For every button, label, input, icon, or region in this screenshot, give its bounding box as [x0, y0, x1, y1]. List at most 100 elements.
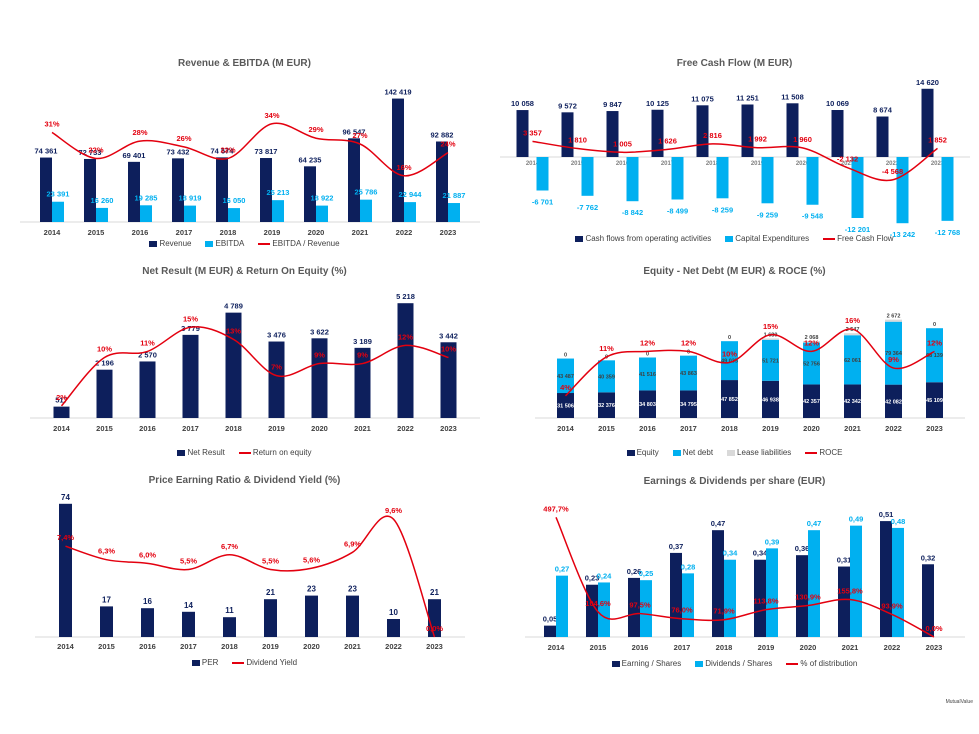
data-label: 2 196 [95, 359, 114, 368]
x-tick-label: 2017 [182, 424, 199, 433]
data-label: 21 [430, 588, 439, 597]
data-label: -9 259 [757, 210, 778, 219]
bar [766, 548, 778, 637]
legend-line-swatch [786, 663, 799, 666]
data-label: 0,34 [723, 549, 738, 558]
stacked-bar-segment [557, 358, 574, 394]
bar [741, 104, 754, 157]
line-data-label: 497,7% [543, 504, 569, 513]
series-line [51, 122, 449, 177]
bar [440, 342, 457, 418]
data-label: 0 [687, 350, 690, 356]
line-data-label: 104,6% [585, 599, 611, 608]
data-label: 43 487 [557, 374, 574, 380]
x-tick-label: 2016 [139, 424, 156, 433]
legend-swatch [191, 660, 200, 667]
legend-label: Revenue [159, 239, 192, 249]
line-data-label: 9% [888, 355, 899, 364]
chart-legend: PER Dividend Yield [0, 658, 489, 667]
x-tick-label: 2021 [354, 424, 371, 433]
bar [536, 157, 549, 191]
data-label: 0,28 [681, 562, 696, 571]
bar [561, 112, 574, 157]
x-tick-label: 2021 [841, 161, 855, 167]
legend-swatch [149, 241, 158, 248]
chart-legend: Net Result Return on equity [0, 448, 489, 457]
data-label: 0,25 [639, 569, 654, 578]
bar [264, 599, 277, 637]
line-data-label: 10% [441, 345, 456, 354]
x-tick-label: 2014 [526, 161, 540, 167]
data-label: 10 [389, 608, 398, 617]
x-tick-label: 2022 [886, 161, 900, 167]
line-data-label: 16% [845, 316, 860, 325]
line-data-label: 29% [308, 125, 323, 134]
chart-plot: 2014 2015 2016 2017 2018 2019 2020 2021 2022 2023… [535, 314, 965, 433]
data-label: 96 547 [343, 127, 366, 136]
legend-label: Dividend Yield [246, 658, 298, 668]
stacked-bar-segment [557, 393, 574, 418]
data-label: 64 235 [299, 155, 322, 164]
bar [304, 166, 316, 222]
x-tick-label: 2018 [221, 642, 238, 651]
data-label: 0 [646, 351, 649, 357]
x-tick-label: 2016 [632, 643, 649, 652]
data-label: 8 674 [873, 106, 893, 115]
bar [626, 157, 639, 202]
bar [796, 555, 808, 637]
x-tick-label: 2014 [53, 424, 71, 433]
line-data-label: 6,7% [221, 542, 238, 551]
bar [606, 111, 619, 157]
data-label: 62 061 [844, 358, 861, 364]
bar [216, 157, 228, 222]
bar [921, 88, 934, 157]
bar [140, 205, 152, 222]
data-label: 72 733 [79, 148, 102, 157]
data-label: 31 506 [557, 404, 574, 410]
line-data-label: 11% [599, 344, 614, 353]
legend-label: EBITDA / Revenue [272, 239, 340, 249]
bar [172, 158, 184, 222]
chart-legend: Earning / Shares Dividends / Shares % of d… [490, 659, 979, 668]
bar [52, 201, 64, 222]
data-label: 0 [933, 322, 936, 328]
data-label: 11 508 [781, 92, 804, 101]
data-label: 9 847 [603, 100, 622, 109]
data-label: 10 058 [511, 99, 534, 108]
data-label: 0,47 [807, 519, 822, 528]
data-label: 3 189 [353, 337, 372, 346]
x-tick-label: 2014 [57, 642, 75, 651]
bar [59, 503, 72, 637]
bar [346, 595, 359, 637]
line-data-label: 113,8% [753, 597, 778, 606]
chart-title: Equity - Net Debt (M EUR) & ROCE (%) [643, 266, 826, 277]
x-tick-label: 2016 [139, 642, 156, 651]
line-data-label: 15% [183, 314, 198, 323]
x-tick-label: 2022 [385, 642, 402, 651]
x-tick-label: 2023 [440, 228, 457, 237]
line-data-label: 76,0% [671, 606, 693, 615]
x-tick-label: 2018 [716, 643, 733, 652]
legend-item: EBITDA [205, 239, 244, 248]
bar [808, 530, 820, 637]
chart-eps-dps: Earnings & Dividends per share (EUR) 201… [490, 472, 979, 682]
data-label: 0,31 [837, 556, 852, 565]
data-label: 19 285 [135, 193, 158, 202]
bar [628, 577, 640, 637]
bar [754, 559, 766, 637]
data-label: 10 125 [646, 99, 669, 108]
legend-label: Free Cash Flow [837, 234, 894, 244]
x-tick-label: 2015 [98, 642, 115, 651]
legend-label: Capital Expenditures [735, 234, 810, 244]
legend-swatch [695, 661, 704, 668]
series-line [564, 328, 935, 397]
line-data-label: 1 810 [568, 136, 587, 145]
legend-item: Equity [626, 448, 659, 457]
line-data-label: 28% [132, 128, 147, 137]
x-tick-label: 2021 [844, 424, 861, 433]
line-data-label: 12% [927, 338, 942, 347]
watermark: MutualValue [945, 699, 973, 705]
legend-item: Dividend Yield [232, 658, 297, 667]
legend-item: % of distribution [786, 659, 857, 668]
data-label: 92 882 [431, 131, 454, 140]
